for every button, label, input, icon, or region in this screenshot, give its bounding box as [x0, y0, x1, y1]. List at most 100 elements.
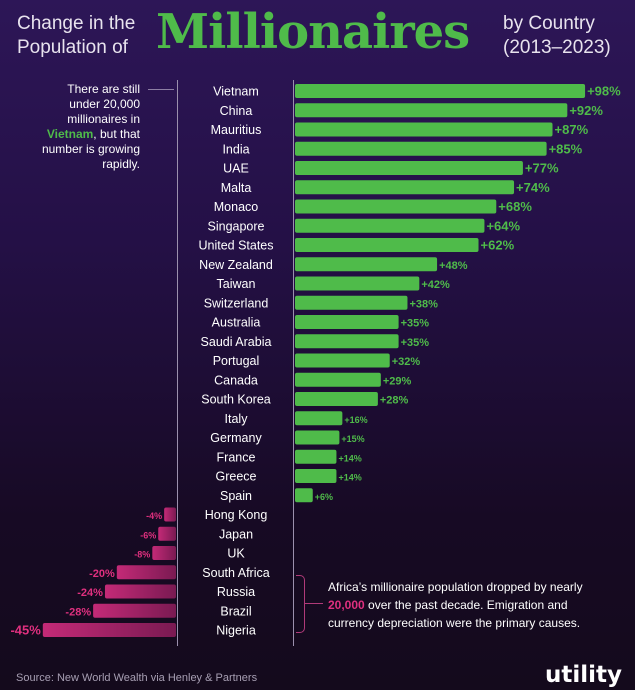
- value-label: +14%: [338, 453, 361, 463]
- axis-line-right: [293, 80, 294, 646]
- value-label: +62%: [481, 238, 515, 253]
- category-label: France: [217, 450, 256, 464]
- bracket-connector: [305, 603, 323, 604]
- category-label: Greece: [216, 470, 257, 484]
- value-label: +35%: [401, 318, 430, 330]
- value-label: +28%: [380, 395, 409, 407]
- note-highlight: Vietnam: [46, 127, 94, 141]
- africa-bracket: [296, 575, 305, 633]
- category-label: Portugal: [213, 354, 260, 368]
- title-left-line1: Change in the: [17, 13, 136, 34]
- value-label: +64%: [486, 218, 520, 233]
- bar: [42, 623, 176, 637]
- value-label: +77%: [525, 161, 559, 176]
- bar: [295, 161, 523, 175]
- value-label: -24%: [77, 587, 103, 599]
- bar: [295, 199, 497, 214]
- bar: [295, 84, 586, 98]
- category-label: Monaco: [214, 200, 259, 214]
- category-label: India: [222, 142, 249, 156]
- bar: [295, 103, 568, 118]
- title-right-line2: (2013–2023): [503, 37, 611, 58]
- title-left-line2: Population of: [17, 37, 128, 58]
- category-label: Switzerland: [204, 296, 269, 310]
- bar: [295, 257, 438, 272]
- note-text: There are still under 20,000 millionaire…: [67, 82, 140, 126]
- category-label: South Africa: [202, 566, 269, 580]
- category-label: Hong Kong: [205, 508, 268, 522]
- category-label: Singapore: [208, 219, 265, 233]
- category-label: South Korea: [201, 393, 271, 407]
- category-label: Saudi Arabia: [201, 335, 272, 349]
- bar: [295, 449, 337, 464]
- value-label: +6%: [315, 492, 333, 502]
- note-text: , but that number is growing rapidly.: [41, 127, 140, 171]
- value-label: -8%: [134, 550, 150, 560]
- bar: [295, 276, 420, 291]
- value-label: +92%: [569, 103, 603, 118]
- bar: [295, 430, 340, 445]
- note-text: Africa’s millionaire population dropped …: [328, 580, 583, 594]
- value-label: +16%: [344, 415, 367, 425]
- bar: [295, 411, 343, 426]
- source-text: Source: New World Wealth via Henley & Pa…: [16, 672, 258, 684]
- bar: [295, 353, 390, 368]
- value-label: +35%: [401, 337, 430, 349]
- category-label: Nigeria: [216, 624, 256, 638]
- value-label: +68%: [498, 199, 532, 214]
- africa-note: Africa’s millionaire population dropped …: [328, 578, 598, 632]
- bar: [158, 526, 176, 541]
- value-label: -6%: [140, 530, 156, 540]
- value-label: -45%: [10, 623, 41, 638]
- value-label: +87%: [555, 122, 589, 137]
- value-label: +48%: [439, 260, 468, 272]
- value-label: +74%: [516, 180, 550, 195]
- category-label: Malta: [221, 181, 252, 195]
- value-label: +32%: [392, 356, 421, 368]
- title-right-line1: by Country: [503, 13, 595, 34]
- title-right: by Country (2013–2023): [503, 12, 611, 60]
- category-label: Brazil: [220, 604, 251, 618]
- bar: [93, 603, 176, 618]
- bar: [295, 488, 313, 503]
- bar: [152, 546, 176, 560]
- note-connector: [148, 89, 174, 90]
- bar: [295, 180, 515, 195]
- value-label: +29%: [383, 375, 412, 387]
- value-label: +38%: [409, 298, 438, 310]
- category-label: Vietnam: [213, 85, 259, 99]
- title-left: Change in the Population of: [17, 12, 135, 60]
- value-label: +85%: [549, 141, 583, 156]
- category-label: Japan: [219, 527, 253, 541]
- category-label: Canada: [214, 373, 258, 387]
- category-label: China: [220, 104, 253, 118]
- bar: [295, 392, 378, 406]
- bar: [295, 469, 337, 483]
- value-label: -20%: [89, 568, 115, 580]
- value-label: +14%: [338, 473, 361, 483]
- category-label: United States: [198, 239, 273, 253]
- value-label: +42%: [421, 279, 450, 291]
- category-label: Italy: [225, 412, 249, 426]
- bar: [295, 315, 399, 329]
- note-text: over the past decade. Emigration and cur…: [328, 598, 581, 630]
- value-label: +15%: [341, 434, 364, 444]
- category-label: UK: [227, 547, 245, 561]
- bar: [295, 141, 547, 156]
- bar: [295, 334, 399, 349]
- category-label: Germany: [210, 431, 262, 445]
- category-label: Spain: [220, 489, 252, 503]
- bar: [295, 295, 408, 310]
- category-label: Taiwan: [217, 277, 256, 291]
- category-label: Australia: [212, 316, 261, 330]
- bar: [295, 218, 485, 233]
- title-main: Millionaires: [156, 4, 470, 60]
- utility-logo: utility: [545, 662, 623, 688]
- axis-line-left: [177, 80, 178, 646]
- category-label: Mauritius: [211, 123, 262, 137]
- category-label: New Zealand: [199, 258, 273, 272]
- bar: [295, 238, 479, 252]
- note-highlight: 20,000: [328, 598, 365, 612]
- bar: [104, 584, 176, 599]
